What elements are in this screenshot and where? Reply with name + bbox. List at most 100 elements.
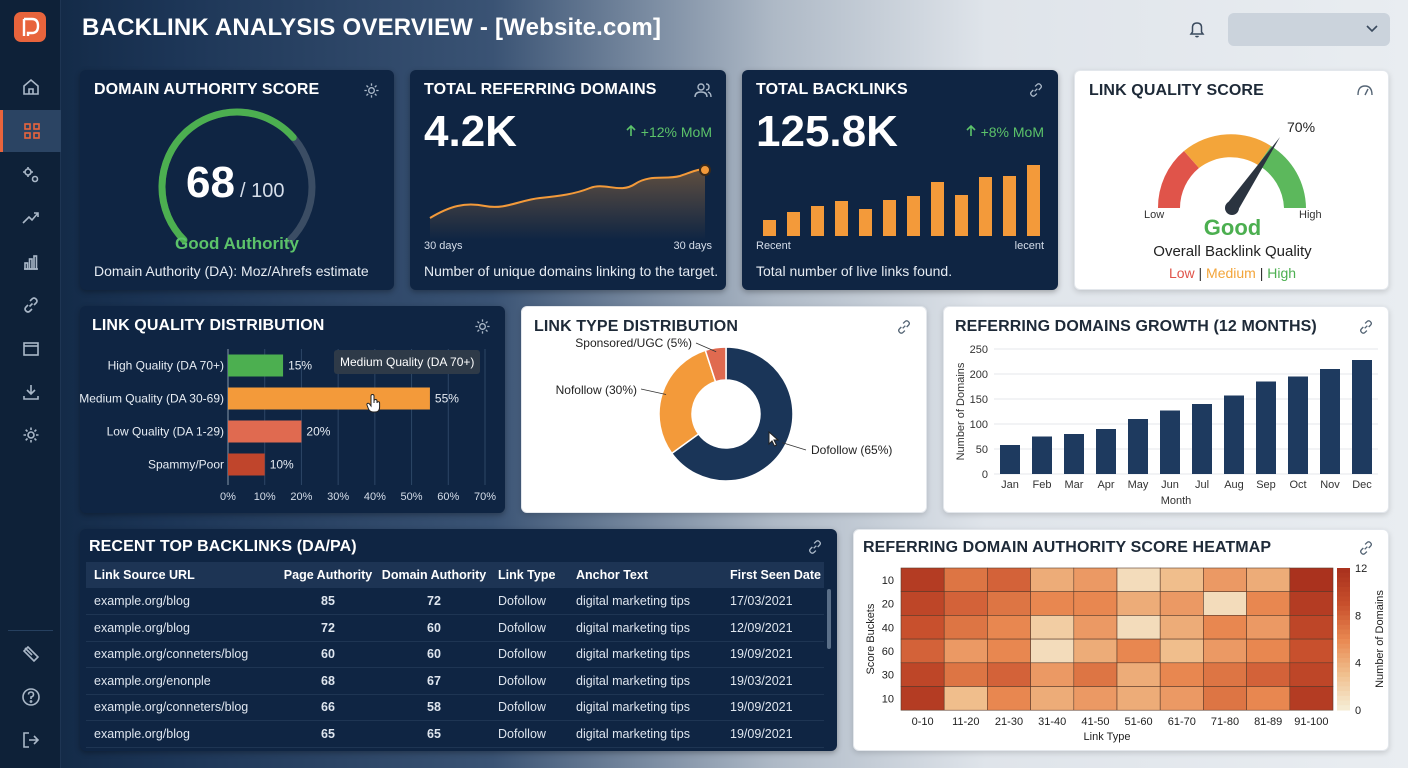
nav-settings-cogs[interactable]	[0, 154, 61, 196]
authority-score: 68	[186, 158, 235, 207]
tick-label: 0%	[220, 491, 236, 503]
heatmap-cell	[1159, 567, 1204, 593]
notifications-button[interactable]	[1186, 18, 1208, 45]
url-cell[interactable]: example.org/conneters/blog	[86, 641, 278, 668]
link-icon[interactable]	[896, 319, 912, 335]
link-icon[interactable]	[1028, 82, 1044, 98]
table-row[interactable]: example.org/blog 85 72 Dofollow digital …	[86, 588, 824, 615]
change-indicator: +12% MoM	[626, 124, 712, 140]
anchor-cell: digital marketing tips	[568, 588, 722, 615]
link-icon[interactable]	[1358, 319, 1374, 335]
sparkbar	[787, 212, 800, 236]
table-row[interactable]: example.org/conneters/blog 60 60 Dofollo…	[86, 641, 824, 668]
donut-slice	[670, 346, 794, 482]
card-title: RECENT TOP BACKLINKS (DA/PA)	[89, 538, 357, 555]
heatmap-cell	[1289, 591, 1334, 616]
heatmap-cell	[1030, 662, 1075, 687]
column-header[interactable]: Page Authority	[278, 562, 378, 588]
website-select-dropdown[interactable]	[1228, 13, 1390, 46]
table-scrollbar[interactable]	[827, 589, 831, 649]
quality-gauge	[1157, 134, 1306, 215]
colorbar-segment	[1337, 596, 1350, 602]
trending-up-icon	[21, 212, 39, 224]
url-cell[interactable]: example.org/blog	[86, 614, 278, 642]
link-icon[interactable]	[807, 539, 823, 555]
nav-dashboard[interactable]	[0, 110, 61, 152]
value-label: 20%	[306, 425, 330, 439]
nav-integrations[interactable]	[0, 633, 61, 675]
nav-home[interactable]	[0, 66, 61, 108]
gear-icon[interactable]	[474, 318, 491, 335]
legend-separator: |	[1259, 265, 1264, 281]
tick-label: 40%	[364, 491, 386, 503]
authority-gauge	[158, 108, 316, 244]
link-icon[interactable]	[1358, 540, 1374, 556]
column-header[interactable]: Link Type	[490, 562, 568, 588]
sparkbar	[955, 195, 968, 236]
sparkline-end-point[interactable]	[699, 164, 711, 176]
axis-label: Month	[1161, 495, 1192, 507]
nav-links[interactable]	[0, 284, 61, 326]
heatmap-cell	[900, 615, 945, 640]
gear-icon[interactable]	[363, 82, 380, 99]
donut-slice	[704, 346, 727, 383]
table-row[interactable]: example.org/conneters/blog 66 58 Dofollo…	[86, 694, 824, 721]
link-quality-score-card: LINK QUALITY SCORE 70% Low High Good Ove…	[1074, 70, 1389, 290]
bar-chart-icon	[23, 255, 38, 270]
da-cell: 72	[378, 588, 490, 615]
url-cell[interactable]: example.org/enonple	[86, 667, 278, 695]
value-label: 55%	[435, 392, 459, 406]
tick-label: 10	[882, 693, 894, 705]
column-header[interactable]: Domain Authority	[378, 562, 490, 588]
bar	[1256, 381, 1276, 474]
url-cell[interactable]: example.org/blog	[86, 588, 278, 615]
app-logo[interactable]	[14, 12, 46, 42]
nav-reports[interactable]	[0, 241, 61, 283]
nav-logout[interactable]	[0, 719, 61, 761]
heatmap-cell	[1203, 615, 1247, 640]
table-row[interactable]: example.org/blog 72 60 Dofollow digital …	[86, 614, 824, 642]
card-title: TOTAL BACKLINKS	[756, 81, 908, 98]
recent-backlinks-card: RECENT TOP BACKLINKS (DA/PA) Link Source…	[80, 529, 837, 751]
type-cell: Dofollow	[490, 667, 568, 695]
tick-label: Jul	[1195, 479, 1209, 491]
speedometer-icon[interactable]	[1356, 83, 1374, 97]
bar	[1192, 404, 1212, 474]
users-icon[interactable]	[694, 82, 712, 98]
bar	[228, 354, 284, 377]
gauge-medium-band	[1184, 134, 1271, 168]
column-header[interactable]: Link Source URL	[86, 562, 278, 588]
slice-label: Nofollow (30%)	[556, 383, 637, 397]
leader-line	[640, 388, 667, 395]
heatmap-cell	[943, 591, 988, 616]
bar	[228, 387, 430, 410]
satellite-icon	[22, 645, 39, 663]
card-description: Domain Authority (DA): Moz/Ahrefs estima…	[94, 263, 369, 279]
home-icon	[22, 78, 39, 95]
legend-low: Low	[1168, 265, 1195, 281]
table-row[interactable]: example.org/enonple 68 67 Dofollow digit…	[86, 667, 824, 695]
heatmap-cell	[1030, 615, 1075, 640]
nav-help[interactable]	[0, 676, 61, 718]
tick-label: 51-60	[1125, 716, 1153, 728]
tick-label: May	[1128, 479, 1149, 491]
value-label: 15%	[288, 359, 312, 373]
url-cell[interactable]: example.org/conneters/blog	[86, 694, 278, 721]
nav-export[interactable]	[0, 371, 61, 413]
tick-label: 30	[882, 670, 894, 682]
column-header[interactable]: Anchor Text	[568, 562, 722, 588]
nav-trends[interactable]	[0, 197, 61, 239]
sidebar-divider	[8, 630, 53, 631]
heatmap-cell	[1030, 567, 1075, 593]
url-cell[interactable]: example.org/blog	[86, 720, 278, 748]
nav-pages[interactable]	[0, 328, 61, 370]
axis-label: Number of Domains	[1374, 590, 1386, 688]
tick-label: 0-10	[912, 716, 934, 728]
table-row[interactable]: example.org/blog 65 65 Dofollow digital …	[86, 720, 824, 748]
nav-settings[interactable]	[0, 414, 61, 456]
tick-label: 11-20	[952, 716, 979, 728]
axis-start-label: 30 days	[424, 240, 463, 252]
column-header[interactable]: First Seen Date	[722, 562, 824, 588]
da-cell: 67	[378, 667, 490, 695]
gauge-high-label: High	[1299, 209, 1322, 221]
